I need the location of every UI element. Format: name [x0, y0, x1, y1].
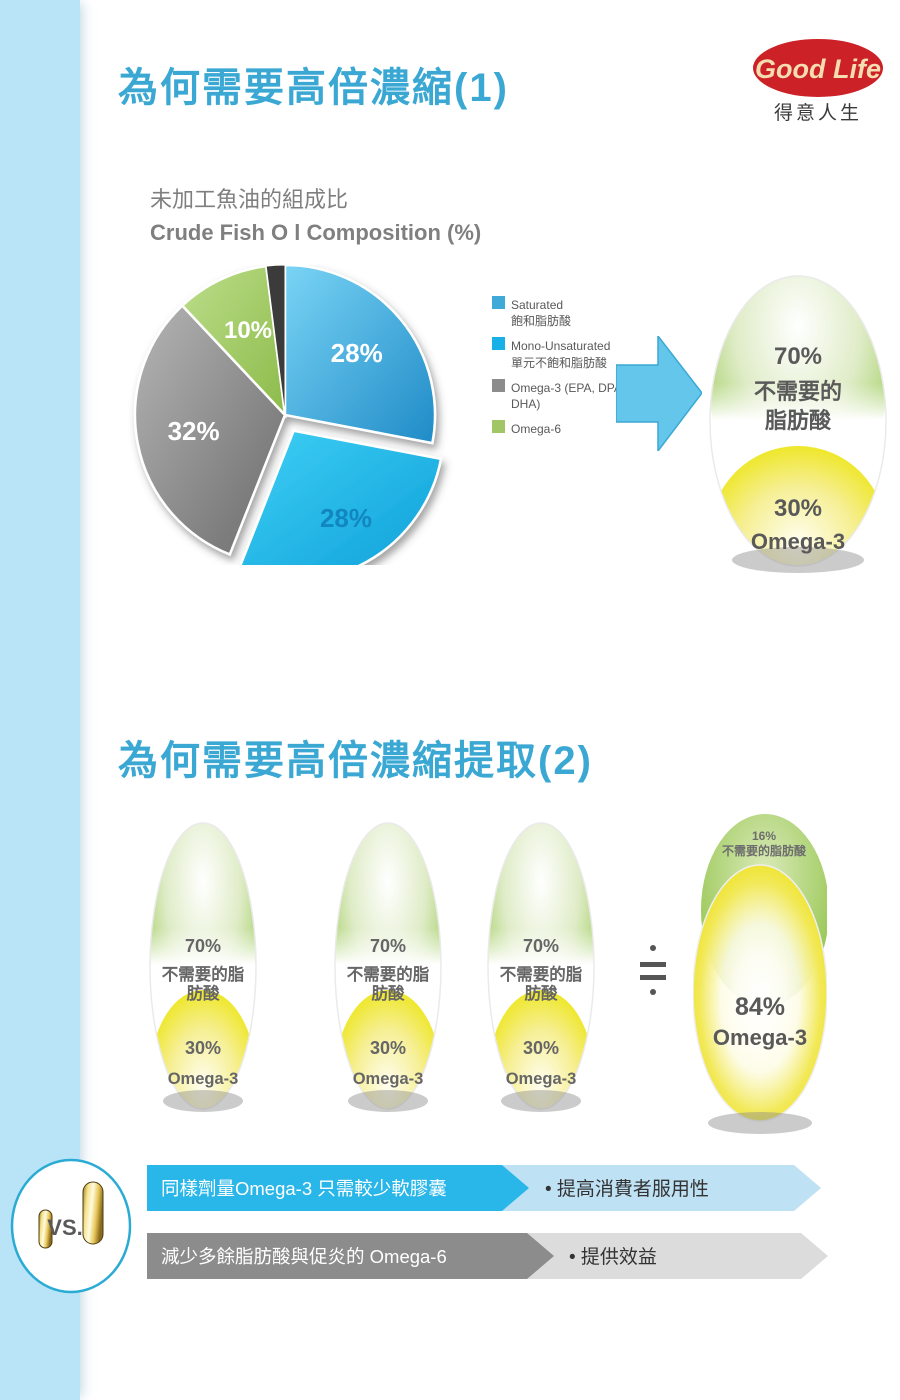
- svg-text:10%: 10%: [224, 317, 272, 344]
- svg-text:70%: 70%: [774, 343, 822, 370]
- svg-text:30%: 30%: [370, 1038, 406, 1058]
- svg-text:VS.: VS.: [47, 1215, 82, 1240]
- svg-text:不需要的脂: 不需要的脂: [162, 964, 245, 984]
- svg-text:70%: 70%: [185, 936, 221, 956]
- svg-text:不需要的: 不需要的: [754, 379, 842, 404]
- svg-text:• 提高消費者服用性: • 提高消費者服用性: [545, 1178, 709, 1200]
- svg-text:30%: 30%: [523, 1038, 559, 1058]
- svg-text:得意人生: 得意人生: [774, 102, 862, 124]
- svg-text:Omega-3: Omega-3: [168, 1070, 239, 1088]
- svg-text:Omega-3: Omega-3: [751, 529, 845, 554]
- svg-text:Omega-3: Omega-3: [713, 1025, 807, 1050]
- svg-text:肪酸: 肪酸: [187, 983, 221, 1003]
- svg-text:同樣劑量Omega-3 只需較少軟膠囊: 同樣劑量Omega-3 只需較少軟膠囊: [161, 1178, 447, 1199]
- svg-text:• 提供效益: • 提供效益: [569, 1246, 657, 1268]
- svg-text:70%: 70%: [370, 936, 406, 956]
- svg-text:肪酸: 肪酸: [525, 983, 559, 1003]
- svg-text:28%: 28%: [331, 338, 383, 368]
- svg-text:不需要的脂肪酸: 不需要的脂肪酸: [722, 843, 807, 858]
- svg-text:肪酸: 肪酸: [372, 983, 406, 1003]
- svg-text:不需要的脂: 不需要的脂: [347, 964, 430, 984]
- svg-text:84%: 84%: [735, 993, 785, 1021]
- svg-text:30%: 30%: [185, 1038, 221, 1058]
- svg-text:Omega-3: Omega-3: [506, 1070, 577, 1088]
- svg-text:28%: 28%: [320, 503, 372, 533]
- svg-text:Omega-3: Omega-3: [353, 1070, 424, 1088]
- svg-text:不需要的脂: 不需要的脂: [500, 964, 583, 984]
- svg-text:32%: 32%: [168, 416, 220, 446]
- svg-text:70%: 70%: [523, 936, 559, 956]
- svg-text:Good Life: Good Life: [755, 54, 881, 84]
- svg-text:減少多餘脂肪酸與促炎的 Omega-6: 減少多餘脂肪酸與促炎的 Omega-6: [161, 1246, 447, 1267]
- svg-text:脂肪酸: 脂肪酸: [765, 408, 832, 433]
- svg-text:30%: 30%: [774, 495, 822, 522]
- svg-text:16%: 16%: [752, 829, 776, 843]
